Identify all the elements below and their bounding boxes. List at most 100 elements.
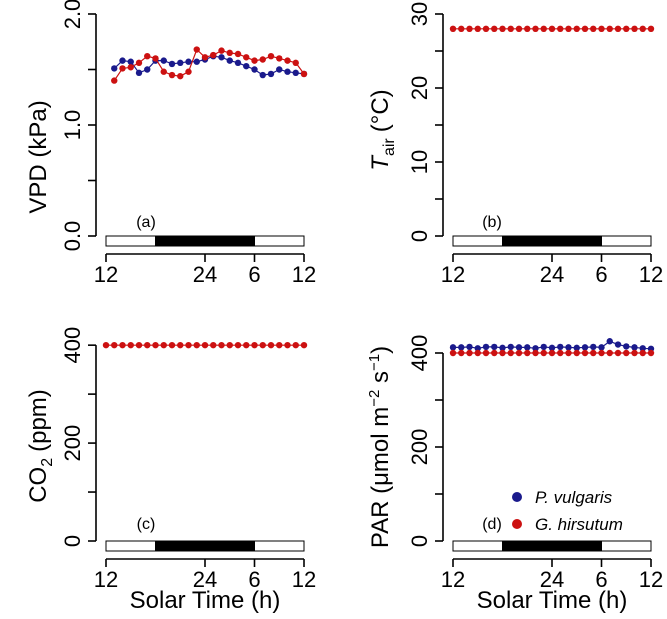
panel-d-point-p--vulgaris — [507, 343, 514, 351]
panel-d-point-p--vulgaris — [639, 345, 646, 352]
panel-d-point-p--vulgaris — [491, 343, 498, 351]
panel-c-ytick-label: 200 — [60, 425, 85, 462]
panel-d-point-g--hirsutum — [524, 349, 531, 357]
panel-b-point-g--hirsutum — [524, 25, 531, 32]
panel-b-point-g--hirsutum — [639, 25, 646, 32]
panel-d-light-bar-dark — [502, 540, 602, 552]
panel-d-tag: (d) — [482, 516, 502, 533]
panel-b-point-g--hirsutum — [540, 25, 547, 32]
panel-a-point-g--hirsutum — [234, 50, 242, 58]
panel-a-point-p--vulgaris — [276, 66, 283, 73]
panel-a-ytick-label: 0.0 — [60, 221, 85, 252]
legend-marker-g-hirsutum — [512, 519, 522, 529]
panel-a-tag: (a) — [136, 214, 156, 231]
panel-d-point-g--hirsutum — [598, 349, 605, 357]
panel-d-point-p--vulgaris — [458, 344, 465, 351]
panel-d-point-g--hirsutum — [639, 349, 646, 357]
panel-a-point-p--vulgaris — [168, 60, 176, 68]
panel-c-xtick-label: 12 — [94, 567, 118, 592]
panel-b-ytick-label: 20 — [407, 76, 432, 100]
panel-d-point-g--hirsutum — [631, 349, 638, 357]
legend-label-p-vulgaris: P. vulgaris — [535, 488, 613, 507]
panel-c-point-g--hirsutum — [152, 341, 159, 349]
panel-b-point-g--hirsutum — [623, 25, 630, 32]
panel-b-plot: 0 10 20 30 12 24 6 12 — [407, 2, 663, 287]
panel-c-xlabel: Solar Time (h) — [130, 587, 281, 614]
panel-c-point-g--hirsutum — [185, 341, 192, 349]
panel-c-xtick-label: 12 — [292, 567, 316, 592]
panel-a-point-p--vulgaris — [119, 57, 126, 64]
panel-b-ytick-label: 30 — [407, 2, 432, 26]
panel-b-xtick-label: 6 — [595, 262, 607, 287]
panel-a-point-g--hirsutum — [201, 54, 209, 61]
panel-d-point-g--hirsutum — [590, 349, 597, 357]
panel-a-point-g--hirsutum — [185, 68, 192, 75]
panel-c-point-g--hirsutum — [251, 341, 258, 349]
panel-d-point-p--vulgaris — [449, 344, 457, 351]
panel-c-point-g--hirsutum — [259, 341, 266, 349]
panel-a-point-p--vulgaris — [292, 69, 299, 77]
panel-c-point-g--hirsutum — [218, 341, 225, 349]
panel-b-point-g--hirsutum — [532, 25, 539, 32]
panel-a-point-p--vulgaris — [193, 58, 200, 65]
panel-d-point-g--hirsutum — [581, 349, 589, 357]
panel-b-point-g--hirsutum — [647, 25, 655, 32]
panel-b-xtick-label: 12 — [441, 262, 465, 287]
panel-b-ylabel-sub: air — [381, 138, 398, 156]
panel-d-ylabel: PAR (μmol m−2 s−1) — [366, 346, 394, 548]
panel-a-line-g--hirsutum — [113, 48, 305, 81]
panel-a-point-g--hirsutum — [160, 68, 167, 75]
panel-d: 0 200 400 12 24 6 12 PAR (μmol m−2 s−1) (d) So… — [366, 335, 663, 614]
legend: P. vulgaris G. hirsutum — [512, 488, 623, 534]
panel-b-ylabel-unit: (°C) — [367, 89, 394, 132]
panel-a-point-p--vulgaris — [144, 66, 151, 73]
panel-c-ylabel-sub: 2 — [39, 458, 56, 467]
panel-a-point-p--vulgaris — [111, 65, 118, 72]
panel-d-point-p--vulgaris — [598, 344, 605, 351]
panel-b-point-g--hirsutum — [482, 25, 490, 32]
panel-a-point-p--vulgaris — [218, 54, 225, 61]
panel-b-point-g--hirsutum — [466, 25, 473, 32]
panel-b-point-g--hirsutum — [458, 25, 465, 32]
panel-a-point-p--vulgaris — [234, 59, 242, 67]
panel-b-ytick-label: 0 — [407, 230, 432, 242]
panel-a-xtick-label: 6 — [248, 262, 260, 287]
panel-a-point-g--hirsutum — [284, 57, 291, 64]
panel-a-light-bar-light — [105, 235, 156, 247]
panel-a-point-g--hirsutum — [243, 54, 250, 61]
panel-d-point-p--vulgaris — [606, 338, 613, 345]
panel-d-point-g--hirsutum — [623, 349, 630, 357]
panel-b-point-g--hirsutum — [590, 25, 597, 32]
panel-d-light-bar-light — [452, 540, 503, 552]
panel-c-ytick-label: 0 — [60, 535, 85, 547]
panel-b-ylabel-main: T — [367, 154, 394, 171]
panel-a-point-g--hirsutum — [152, 55, 159, 62]
panel-d-ylabel-close: ) — [367, 346, 394, 354]
panel-d-ylabel-sup2: −1 — [366, 354, 383, 371]
panel-d-xlabel: Solar Time (h) — [477, 587, 628, 614]
panel-a-point-g--hirsutum — [144, 52, 151, 60]
panel-b-xtick-label: 12 — [639, 262, 663, 287]
panel-c-ylabel: CO2 (ppm) — [25, 389, 56, 503]
panel-a-point-g--hirsutum — [127, 64, 134, 71]
panel-d-plot: 0 200 400 12 24 6 12 — [407, 335, 663, 592]
panel-b-point-g--hirsutum — [598, 25, 605, 32]
panel-c-plot: 0 200 400 12 24 6 12 — [60, 327, 316, 592]
panel-c-point-g--hirsutum — [135, 341, 143, 349]
panel-d-xtick-label: 6 — [595, 567, 607, 592]
panel-d-point-p--vulgaris — [515, 344, 523, 351]
panel-d-point-p--vulgaris — [499, 344, 506, 352]
panel-a-point-p--vulgaris — [127, 58, 134, 65]
panel-b-point-g--hirsutum — [548, 25, 556, 32]
panel-a-point-g--hirsutum — [177, 72, 184, 80]
panel-c-point-g--hirsutum — [300, 341, 308, 349]
panel-a-point-p--vulgaris — [243, 62, 250, 70]
panel-d-point-p--vulgaris — [524, 344, 531, 351]
panel-d-ytick-label: 0 — [407, 535, 432, 547]
panel-b-point-g--hirsutum — [614, 25, 622, 32]
panel-c-point-g--hirsutum — [160, 341, 167, 349]
panel-d-point-p--vulgaris — [474, 345, 481, 352]
panel-d-point-p--vulgaris — [614, 341, 622, 348]
panel-d-ylabel-sup1: −2 — [366, 390, 383, 407]
